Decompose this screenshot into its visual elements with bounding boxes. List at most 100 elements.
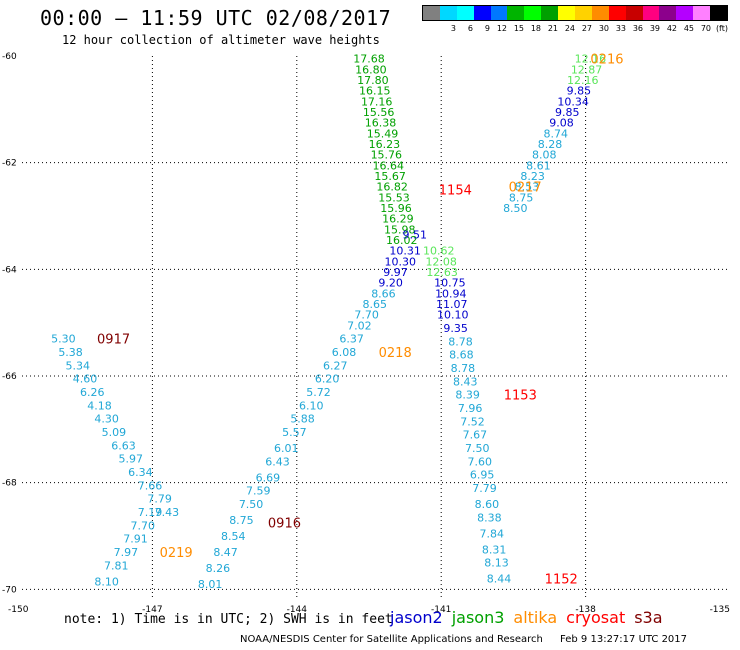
data-label: 7.81 bbox=[104, 559, 129, 572]
legend-entry: jason2 bbox=[390, 608, 443, 627]
data-label: 15.96 bbox=[380, 202, 412, 215]
data-label: 6.69 bbox=[256, 471, 281, 484]
data-label: 10.10 bbox=[437, 309, 469, 322]
data-label: 16.82 bbox=[376, 181, 408, 194]
data-label: 9.08 bbox=[549, 117, 574, 130]
y-tick-label: -70 bbox=[2, 585, 17, 595]
data-label: 6.01 bbox=[274, 442, 299, 455]
data-label: 6.27 bbox=[323, 359, 348, 372]
data-label: 6.20 bbox=[315, 373, 340, 386]
data-label: 5.09 bbox=[102, 426, 127, 439]
data-label: 8.28 bbox=[538, 138, 563, 151]
colorbar-swatch bbox=[524, 6, 542, 20]
data-label: 7.96 bbox=[458, 402, 483, 415]
data-label: 8.43 bbox=[453, 375, 478, 388]
data-label: 4.60 bbox=[73, 373, 98, 386]
time-label: 0916 bbox=[268, 517, 301, 532]
colorbar-label: 3 bbox=[450, 24, 456, 33]
colorbar-swatch bbox=[710, 6, 728, 20]
data-label: 9.35 bbox=[443, 322, 468, 335]
data-label: 8.47 bbox=[213, 546, 238, 559]
colorbar-swatch bbox=[575, 6, 592, 20]
chart-title: 00:00 – 11:59 UTC 02/08/2017 bbox=[40, 6, 392, 30]
data-label: 6.10 bbox=[299, 399, 324, 412]
data-label: 8.39 bbox=[455, 389, 480, 402]
colorbar-swatch bbox=[676, 6, 694, 20]
data-label: 7.50 bbox=[239, 498, 264, 511]
y-tick-label: -60 bbox=[2, 52, 17, 62]
colorbar-label: 33 bbox=[615, 24, 626, 33]
footer-timestamp: Feb 9 13:27:17 UTC 2017 bbox=[560, 634, 688, 645]
data-label: 8.01 bbox=[198, 578, 223, 591]
colorbar-label: 15 bbox=[513, 24, 524, 33]
y-tick-label: -66 bbox=[2, 372, 17, 382]
colorbar-swatch bbox=[473, 6, 491, 20]
colorbar-swatch bbox=[591, 6, 609, 20]
y-tick-label: -62 bbox=[2, 159, 17, 169]
data-label: 4.30 bbox=[94, 413, 119, 426]
data-label: 7.67 bbox=[463, 429, 488, 442]
colorbar-swatches bbox=[422, 5, 728, 21]
data-label: 5.88 bbox=[290, 413, 315, 426]
data-label: 8.65 bbox=[363, 298, 388, 311]
colorbar-label bbox=[422, 24, 439, 33]
data-label: 9.97 bbox=[383, 266, 408, 279]
data-label: 12.16 bbox=[575, 53, 607, 66]
x-tick-label: -135 bbox=[710, 605, 730, 615]
data-label: 8.78 bbox=[448, 335, 473, 348]
data-label: 8.10 bbox=[94, 575, 119, 588]
colorbar-label: 9 bbox=[484, 24, 490, 33]
colorbar-swatch bbox=[608, 6, 626, 20]
data-label: 10.31 bbox=[389, 245, 421, 258]
data-label: 8.44 bbox=[487, 573, 512, 586]
units-note: note: 1) Time is in UTC; 2) SWH is in fe… bbox=[64, 612, 393, 627]
data-label: 12.87 bbox=[571, 63, 603, 76]
data-label: 8.74 bbox=[544, 127, 569, 140]
data-label: 8.08 bbox=[532, 149, 557, 162]
time-label: 1154 bbox=[439, 183, 472, 198]
data-label: 8.38 bbox=[477, 511, 502, 524]
colorbar-label: 18 bbox=[530, 24, 541, 33]
data-label: 8.66 bbox=[371, 287, 396, 300]
data-label: 5.34 bbox=[66, 359, 91, 372]
data-label: 17.68 bbox=[353, 53, 385, 66]
data-label: 16.15 bbox=[359, 85, 391, 98]
data-label: 8.60 bbox=[475, 498, 500, 511]
colorbar-label: 12 bbox=[496, 24, 507, 33]
data-label: 8.23 bbox=[520, 170, 545, 183]
data-label: 10.30 bbox=[385, 255, 417, 268]
time-label: 0917 bbox=[97, 333, 130, 348]
data-label: 6.37 bbox=[339, 333, 364, 346]
data-label: 5.72 bbox=[306, 386, 331, 399]
data-label: 17.80 bbox=[357, 74, 389, 87]
colorbar-label: 36 bbox=[632, 24, 643, 33]
legend-entry: cryosat bbox=[566, 608, 626, 627]
data-label: 9.85 bbox=[555, 106, 580, 119]
data-label: 6.34 bbox=[128, 466, 153, 479]
data-label: 16.29 bbox=[382, 213, 414, 226]
data-label: 12.16 bbox=[567, 74, 599, 87]
data-label: 7.59 bbox=[246, 485, 271, 498]
data-label: 9.20 bbox=[378, 277, 403, 290]
time-label: 0218 bbox=[379, 346, 412, 361]
colorbar-label: 30 bbox=[598, 24, 609, 33]
colorbar-swatch bbox=[558, 6, 576, 20]
data-label: 7.79 bbox=[147, 493, 172, 506]
colorbar-label: 39 bbox=[649, 24, 660, 33]
data-label: 12.08 bbox=[425, 255, 457, 268]
colorbar-label: 45 bbox=[683, 24, 694, 33]
data-label: 6.08 bbox=[332, 346, 357, 359]
colorbar-swatch bbox=[439, 6, 457, 20]
x-tick-label: -141 bbox=[431, 605, 451, 615]
data-label: 8.13 bbox=[484, 557, 509, 570]
data-label: 5.57 bbox=[282, 426, 307, 439]
wave-height-colorbar: 3 6 9 12 15 18 21 24 27 30 33 36 39 42 45 70 (ft) bbox=[422, 5, 728, 39]
data-label: 6.63 bbox=[111, 439, 136, 452]
data-label: 8.61 bbox=[526, 159, 551, 172]
x-tick-label: -144 bbox=[287, 605, 308, 615]
data-label: 16.23 bbox=[369, 138, 401, 151]
data-label: 12.63 bbox=[426, 266, 458, 279]
data-label: 15.98 bbox=[384, 223, 416, 236]
data-label: 8.78 bbox=[451, 362, 476, 375]
